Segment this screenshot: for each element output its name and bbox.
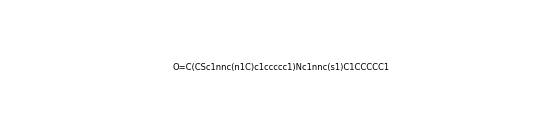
Text: O=C(CSc1nnc(n1C)c1ccccc1)Nc1nnc(s1)C1CCCCC1: O=C(CSc1nnc(n1C)c1ccccc1)Nc1nnc(s1)C1CCC… <box>172 63 390 72</box>
